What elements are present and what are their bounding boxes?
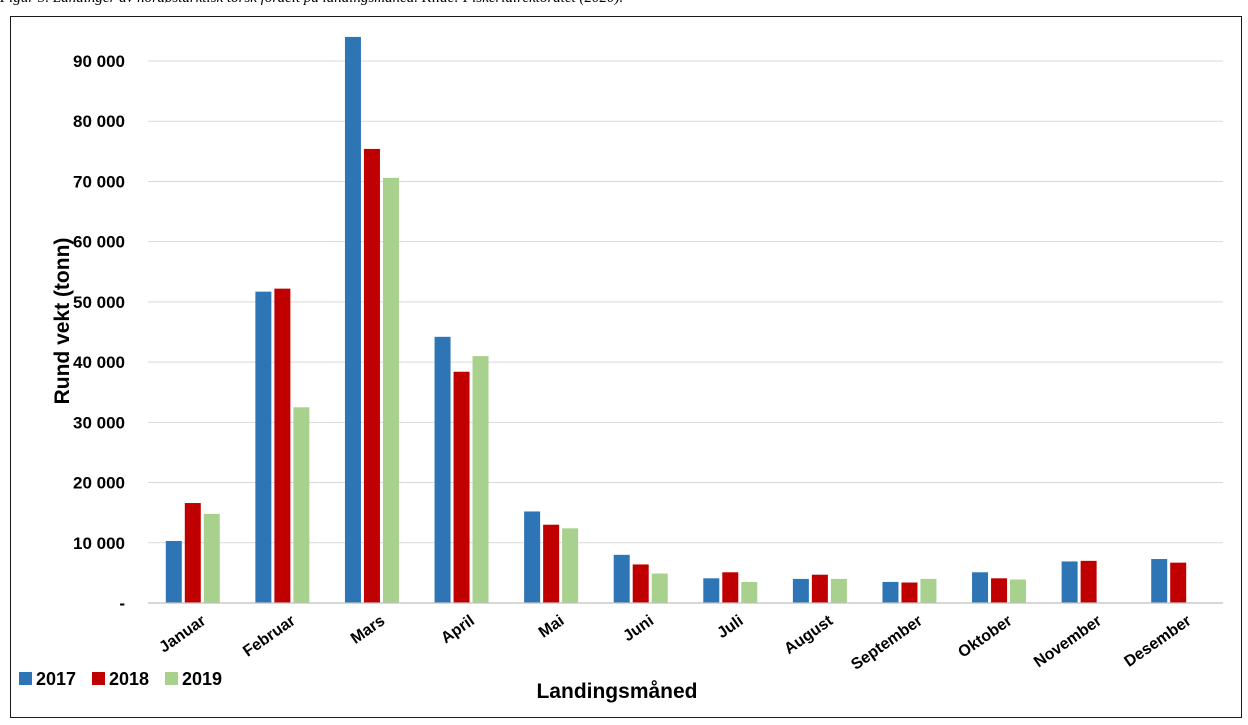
bar-2019-september — [920, 578, 937, 603]
bar-2017-januar — [165, 540, 182, 603]
bar-2018-september — [901, 582, 918, 603]
bar-2017-august — [792, 578, 809, 603]
bar-2017-mars — [344, 36, 361, 603]
x-tick-label: Desember — [1121, 612, 1194, 670]
bar-2019-august — [830, 578, 847, 603]
bar-2018-mars — [363, 148, 380, 603]
legend-label-2019: 2019 — [182, 669, 222, 689]
bar-2018-mai — [543, 524, 560, 603]
bar-2018-januar — [184, 503, 201, 603]
y-tick-label: 20 000 — [73, 474, 125, 493]
bar-2017-juli — [703, 578, 720, 603]
legend-label-2018: 2018 — [109, 669, 149, 689]
y-tick-label: 50 000 — [73, 293, 125, 312]
bar-2018-august — [811, 574, 828, 603]
y-tick-label: - — [119, 594, 125, 613]
figure-caption: Figur 3. Landinger av nordøstarktisk tor… — [0, 0, 1248, 10]
bar-2019-juni — [651, 573, 668, 603]
x-tick-label: Juni — [620, 612, 657, 645]
x-tick-label: April — [438, 612, 478, 647]
bar-2018-november — [1080, 560, 1097, 603]
bar-2019-mars — [382, 177, 399, 603]
bar-2017-mai — [524, 511, 541, 603]
legend: 2017 2018 2019 — [19, 669, 222, 689]
legend-swatch-2019 — [165, 672, 178, 685]
bar-chart: - 10 000 20 000 30 000 40 000 50 000 60 000 70 … — [19, 36, 1223, 703]
bar-2018-oktober — [991, 578, 1008, 603]
x-tick-label: November — [1031, 612, 1105, 671]
bar-2018-juni — [632, 564, 649, 603]
x-tick-labels: Januar Februar Mars April Mai Juni Juli August S… — [156, 612, 1194, 674]
y-tick-label: 40 000 — [73, 353, 125, 372]
y-tick-label: 60 000 — [73, 233, 125, 252]
bar-2019-mai — [562, 528, 579, 603]
bar-2018-juli — [722, 572, 739, 603]
x-tick-label: Mai — [536, 612, 568, 641]
y-axis-label: Rund vekt (tonn) — [51, 238, 74, 405]
legend-label-2017: 2017 — [36, 669, 76, 689]
x-tick-label: Mars — [348, 612, 388, 647]
y-tick-label: 30 000 — [73, 413, 125, 432]
x-tick-label: Oktober — [955, 612, 1015, 661]
x-tick-label: Juli — [714, 612, 746, 642]
bar-2017-november — [1061, 561, 1078, 603]
bar-2018-februar — [274, 288, 291, 603]
x-tick-label: Februar — [240, 612, 299, 660]
bar-2017-februar — [255, 291, 272, 603]
legend-swatch-2018 — [92, 672, 105, 685]
bar-2017-september — [882, 581, 899, 603]
bar-2017-desember — [1151, 559, 1168, 603]
y-tick-label: 90 000 — [73, 52, 125, 71]
bar-2019-juli — [741, 581, 758, 603]
x-tick-label: August — [781, 612, 836, 658]
x-axis-label: Landingsmåned — [536, 680, 697, 703]
chart-frame: - 10 000 20 000 30 000 40 000 50 000 60 000 70 … — [10, 16, 1242, 718]
bar-2017-juni — [613, 554, 630, 603]
y-tick-label: 10 000 — [73, 534, 125, 553]
x-tick-label: September — [848, 612, 925, 673]
bar-2019-oktober — [1010, 579, 1027, 603]
bar-2017-april — [434, 336, 451, 603]
bars — [165, 36, 1187, 603]
bar-2019-februar — [293, 407, 310, 603]
y-tick-label: 80 000 — [73, 112, 125, 131]
gridlines — [148, 60, 1223, 544]
bar-2017-oktober — [972, 572, 989, 603]
bar-2018-desember — [1170, 562, 1187, 603]
y-tick-labels: - 10 000 20 000 30 000 40 000 50 000 60 000 70 … — [73, 52, 125, 613]
legend-swatch-2017 — [19, 672, 32, 685]
bar-2018-april — [453, 371, 470, 603]
bar-2019-april — [472, 356, 489, 603]
bar-2019-januar — [203, 513, 220, 603]
y-tick-label: 70 000 — [73, 172, 125, 191]
x-tick-label: Januar — [156, 612, 209, 656]
